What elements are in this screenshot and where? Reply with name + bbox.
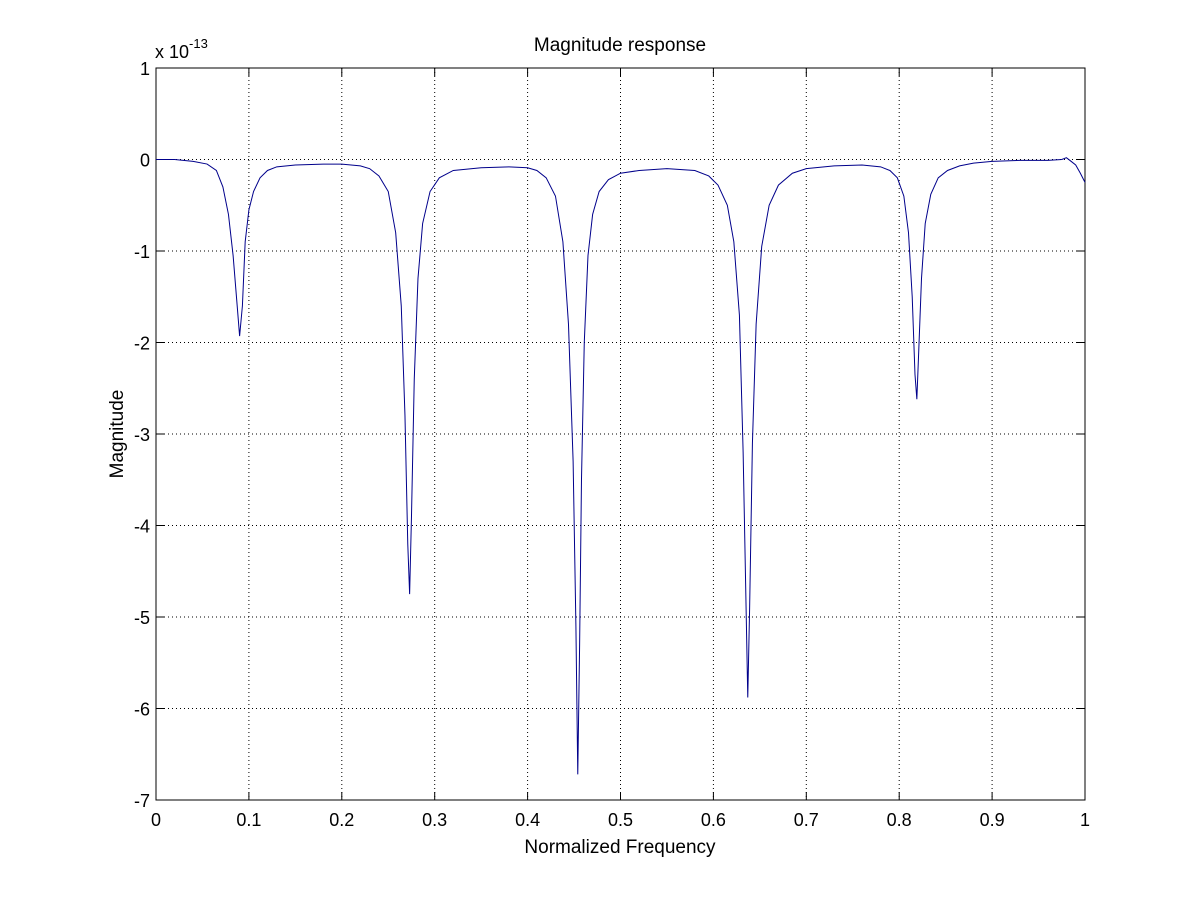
x-tick-label: 0.7: [794, 810, 819, 830]
y-exponent-power: -13: [189, 36, 208, 51]
grid: [156, 68, 1085, 800]
y-tick-label: -3: [134, 425, 150, 445]
y-tick-label: 1: [140, 59, 150, 79]
x-tick-label: 0.6: [701, 810, 726, 830]
x-tick-label: 0.5: [608, 810, 633, 830]
x-tick-labels: 0 0.1 0.2 0.3 0.4 0.5 0.6 0.7 0.8 0.9 1: [151, 810, 1090, 830]
y-axis-label: Magnitude: [107, 390, 128, 479]
y-axis-exponent-label: x 10-13: [155, 36, 208, 62]
axis-ticks: [155, 67, 1086, 801]
y-tick-label: -2: [134, 334, 150, 354]
x-tick-label: 0: [151, 810, 161, 830]
y-tick-label: -6: [134, 700, 150, 720]
x-tick-label: 1: [1080, 810, 1090, 830]
x-tick-label: 0.8: [887, 810, 912, 830]
y-exponent-base: x 10: [155, 42, 189, 62]
y-tick-label: -5: [134, 608, 150, 628]
x-axis-label: Normalized Frequency: [524, 837, 716, 858]
chart-title: Magnitude response: [534, 35, 706, 56]
x-tick-label: 0.3: [422, 810, 447, 830]
y-tick-label: -7: [134, 791, 150, 811]
x-tick-label: 0.1: [236, 810, 261, 830]
y-tick-label: -4: [134, 517, 150, 537]
x-tick-label: 0.9: [980, 810, 1005, 830]
x-tick-label: 0.2: [329, 810, 354, 830]
y-tick-label: 0: [140, 151, 150, 171]
y-tick-label: -1: [134, 242, 150, 262]
x-tick-label: 0.4: [515, 810, 540, 830]
y-tick-labels: 1 0 -1 -2 -3 -4 -5 -6 -7: [134, 59, 150, 811]
series-line: [156, 157, 1086, 775]
